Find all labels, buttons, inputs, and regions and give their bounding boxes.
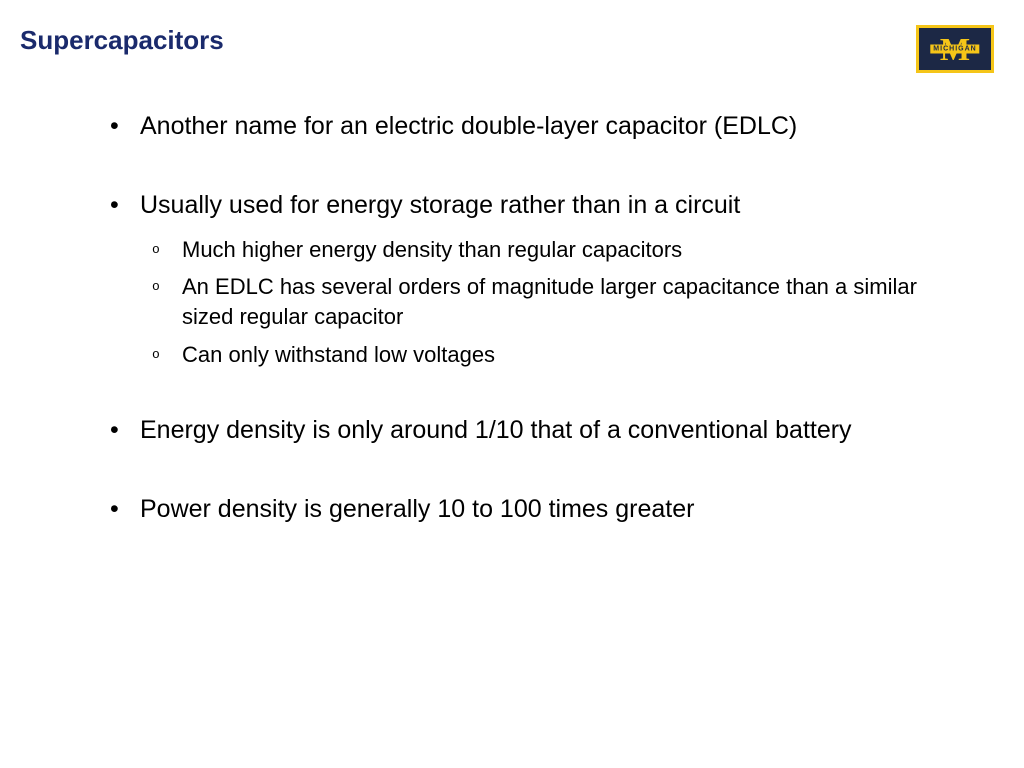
sub-bullet-item: Can only withstand low voltages <box>140 340 964 370</box>
logo-block: M MICHIGAN <box>916 25 994 73</box>
bullet-text: Usually used for energy storage rather t… <box>140 191 740 219</box>
bullet-list: Another name for an electric double-laye… <box>110 110 964 527</box>
bullet-text: Power density is generally 10 to 100 tim… <box>140 495 694 523</box>
bullet-item: Energy density is only around 1/10 that … <box>110 414 964 448</box>
bullet-item: Power density is generally 10 to 100 tim… <box>110 493 964 527</box>
sub-bullet-item: An EDLC has several orders of magnitude … <box>140 272 964 331</box>
sub-bullet-text: Can only withstand low voltages <box>182 342 495 367</box>
sub-bullet-item: Much higher energy density than regular … <box>140 235 964 265</box>
sub-bullet-list: Much higher energy density than regular … <box>140 235 964 370</box>
sub-bullet-text: Much higher energy density than regular … <box>182 237 682 262</box>
bullet-text: Energy density is only around 1/10 that … <box>140 416 852 444</box>
bullet-item: Another name for an electric double-laye… <box>110 110 964 144</box>
sub-bullet-text: An EDLC has several orders of magnitude … <box>182 274 917 329</box>
bullet-item: Usually used for energy storage rather t… <box>110 189 964 370</box>
slide-content: Another name for an electric double-laye… <box>0 80 1024 527</box>
logo-banner: MICHIGAN <box>930 45 979 54</box>
bullet-text: Another name for an electric double-laye… <box>140 112 797 140</box>
slide-title: Supercapacitors <box>20 25 224 56</box>
slide-header: Supercapacitors M MICHIGAN <box>0 0 1024 80</box>
michigan-logo: M MICHIGAN <box>916 25 1004 80</box>
